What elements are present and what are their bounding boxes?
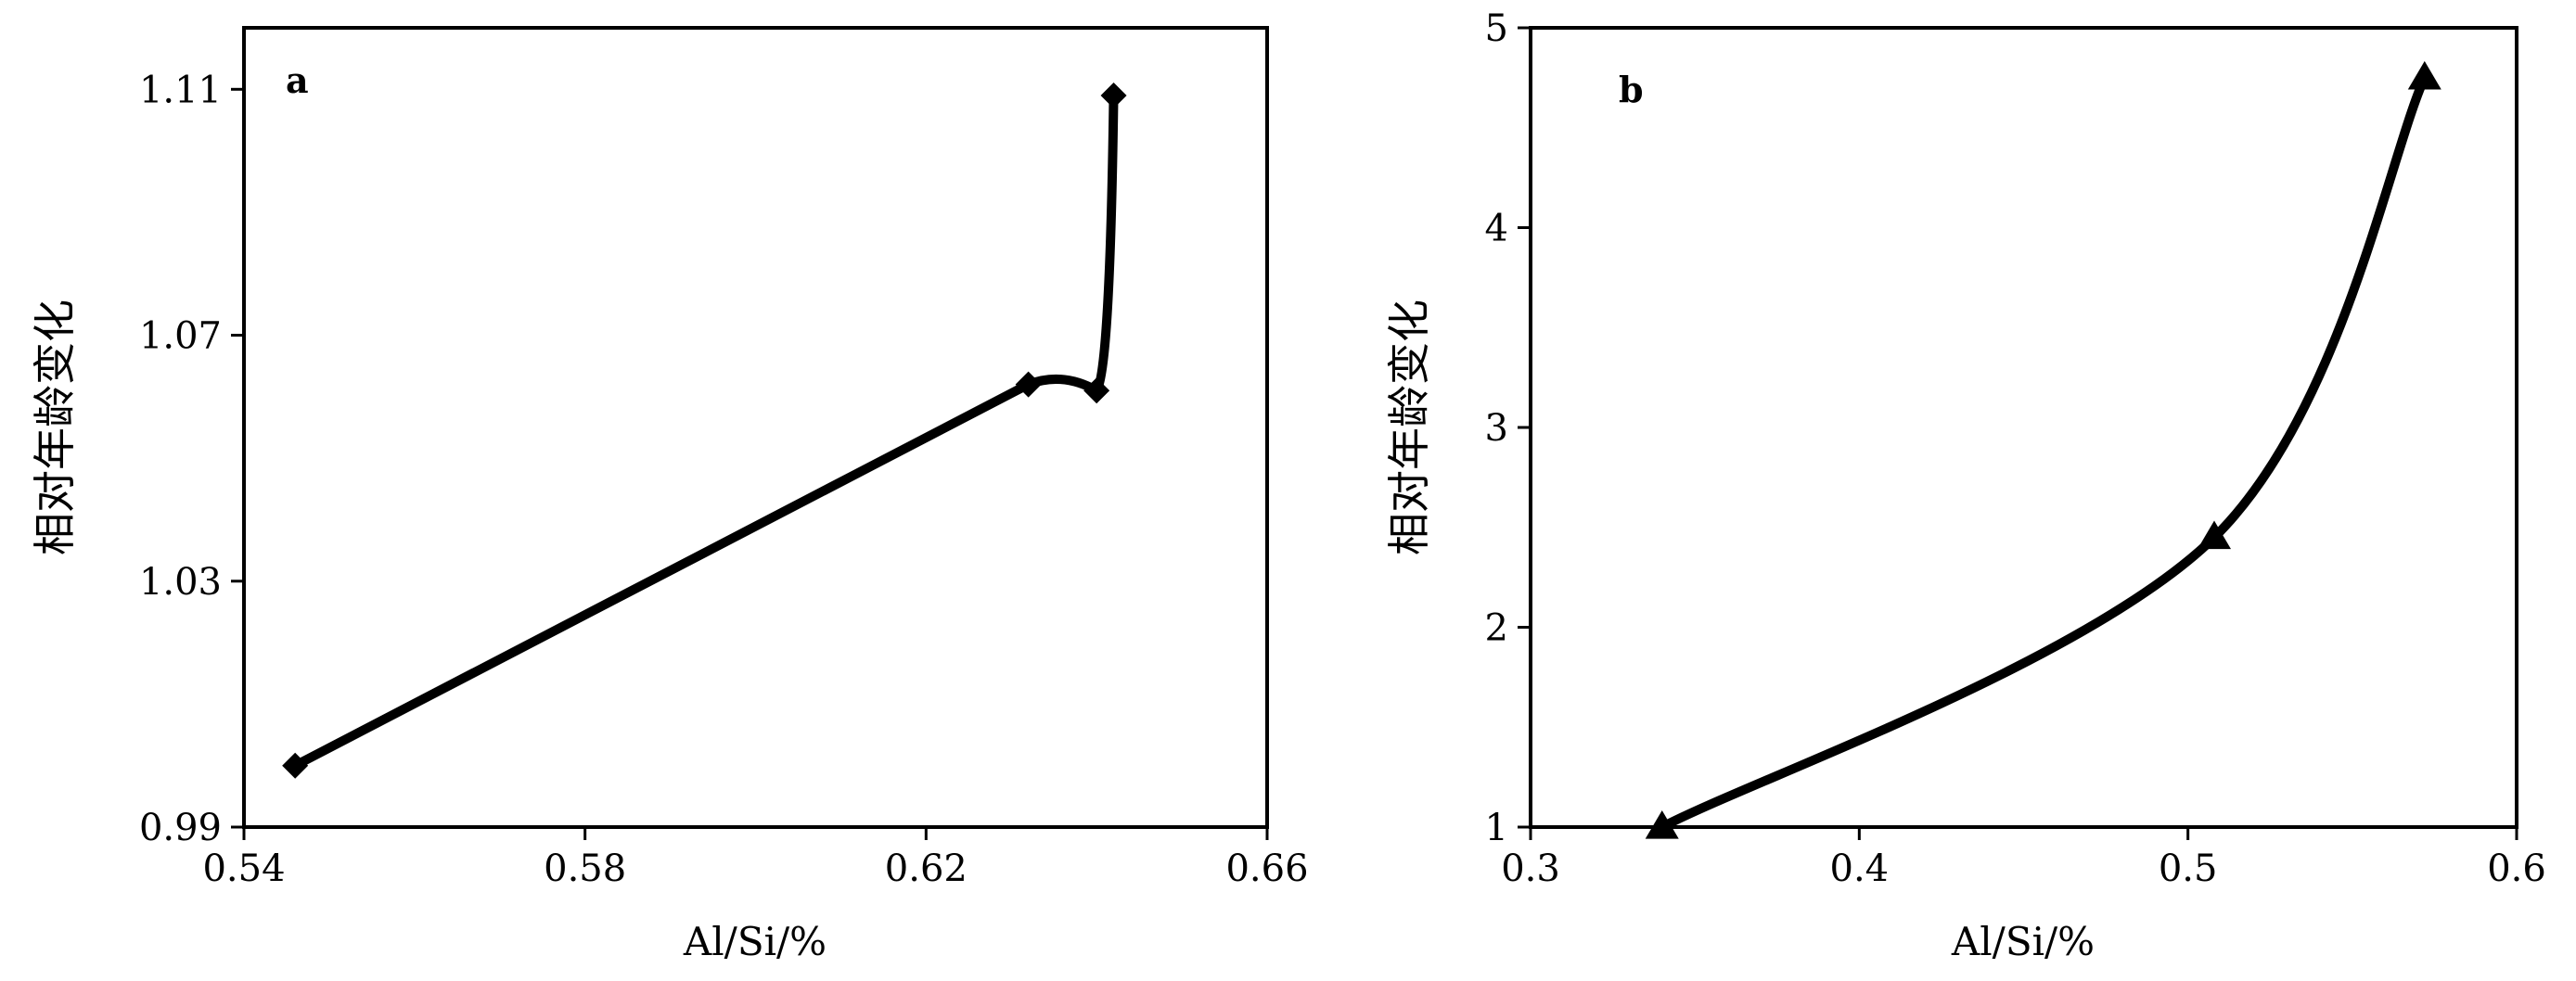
y-tick-label: 1.11 <box>139 69 222 111</box>
x-axis-label-b: Al/Si/% <box>1951 919 2095 964</box>
data-point-marker <box>282 752 309 779</box>
plot-frame-a <box>242 26 1269 829</box>
y-tick-label: 0.99 <box>139 807 222 849</box>
y-axis-label-b: 相对年龄变化 <box>1384 299 1434 555</box>
data-point-marker <box>1083 377 1110 404</box>
y-tick-label: 1.07 <box>139 315 222 358</box>
panel-label-b: b <box>1619 69 1644 110</box>
x-tick-label: 0.54 <box>202 847 285 890</box>
y-tick-label: 2 <box>1485 607 1508 650</box>
x-tick-label: 0.4 <box>1830 847 1890 890</box>
x-tick-label: 0.5 <box>2159 847 2218 890</box>
data-point-marker <box>2198 520 2232 550</box>
plot-frame-b <box>1529 26 2518 829</box>
y-tick-label: 1.03 <box>139 561 222 604</box>
y-tick-label: 4 <box>1485 208 1508 250</box>
x-tick-label: 0.66 <box>1225 847 1308 890</box>
y-tick-label: 3 <box>1485 407 1508 450</box>
axes-b: 0.3 0.4 0.5 0.6 1 2 3 4 5 <box>1485 7 2546 890</box>
y-tick-label: 1 <box>1485 807 1508 849</box>
panel-label-a: a <box>286 59 309 101</box>
series-line <box>1657 72 2429 832</box>
x-tick-label: 0.62 <box>885 847 968 890</box>
series-line <box>290 90 1119 771</box>
data-point-marker <box>1100 82 1127 108</box>
x-tick-label: 0.3 <box>1501 847 1560 890</box>
x-tick-label: 0.6 <box>2487 847 2546 890</box>
chart-a: a Al/Si/% 相对年龄变化 0.54 0.58 0.62 0.66 0.99 1.0… <box>30 26 1309 964</box>
axes-a: 0.54 0.58 0.62 0.66 0.99 1.03 1.07 1.11 <box>139 69 1309 890</box>
x-axis-label-a: Al/Si/% <box>683 919 827 964</box>
x-tick-label: 0.58 <box>544 847 626 890</box>
data-point-marker <box>1645 810 1679 839</box>
data-point-marker <box>1015 371 1042 398</box>
y-tick-label: 5 <box>1485 7 1508 50</box>
chart-b: b Al/Si/% 相对年龄变化 0.3 0.4 0.5 0.6 1 2 3 4 5 <box>1384 7 2546 964</box>
y-axis-label-a: 相对年龄变化 <box>30 299 80 555</box>
data-point-marker <box>2407 60 2441 90</box>
